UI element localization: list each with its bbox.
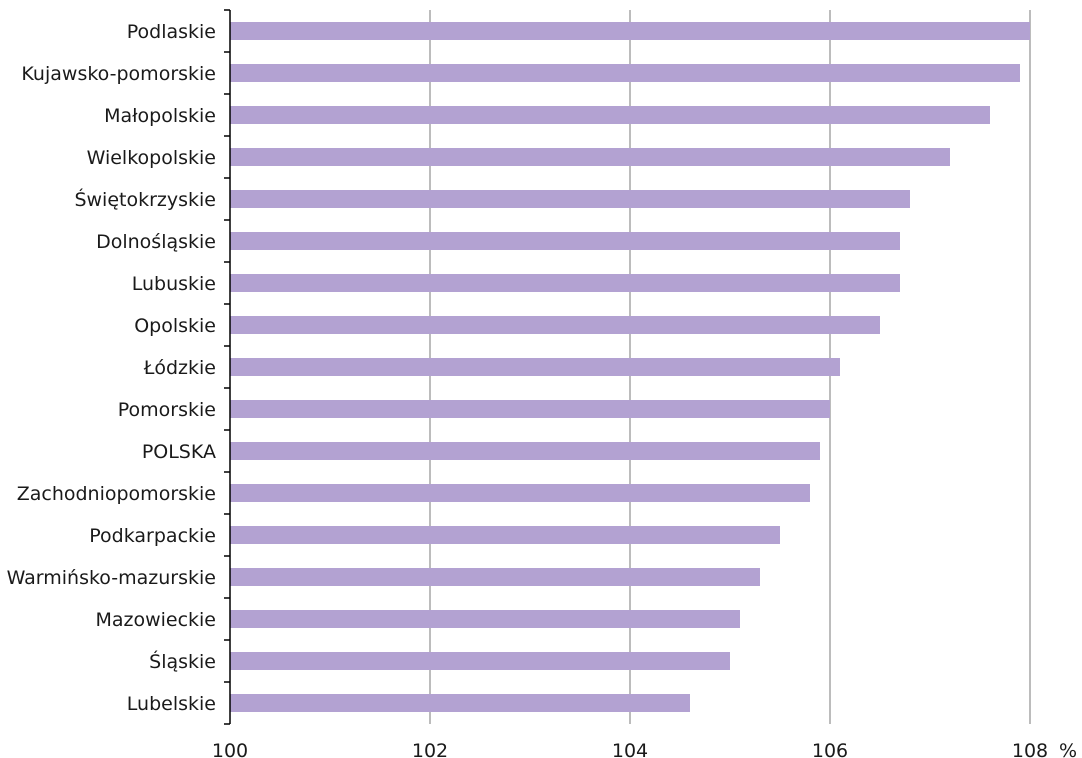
bar: [230, 484, 810, 502]
bar: [230, 148, 950, 166]
bar: [230, 652, 730, 670]
category-label: Kujawsko-pomorskie: [21, 63, 216, 85]
x-tick-label: 106: [812, 740, 848, 758]
category-label: Podlaskie: [127, 21, 216, 43]
x-axis-unit-label: %: [1059, 740, 1077, 758]
x-axis-tick-labels: 100 102 104 106 108: [212, 740, 1048, 758]
category-label: Mazowieckie: [95, 609, 216, 631]
bar: [230, 106, 990, 124]
bar: [230, 610, 740, 628]
category-label: Małopolskie: [104, 105, 216, 127]
category-label: Lubuskie: [132, 273, 216, 295]
bar: [230, 568, 760, 586]
category-labels: Podlaskie Kujawsko-pomorskie Małopolskie Wi…: [7, 21, 216, 715]
x-tick-label: 108: [1012, 740, 1048, 758]
category-label: Świętokrzyskie: [74, 187, 216, 211]
bar: [230, 526, 780, 544]
bar: [230, 22, 1030, 40]
bar: [230, 400, 830, 418]
category-label: Łódzkie: [143, 357, 216, 379]
category-label: Śląskie: [149, 649, 216, 673]
bar: [230, 358, 840, 376]
category-label: Wielkopolskie: [87, 147, 216, 169]
bar: [230, 442, 820, 460]
x-tick-label: 100: [212, 740, 248, 758]
category-label: Pomorskie: [118, 399, 216, 421]
bar: [230, 232, 900, 250]
bars: [230, 22, 1030, 712]
y-axis: [224, 9, 231, 725]
category-label: Dolnośląskie: [96, 231, 216, 253]
bar: [230, 64, 1020, 82]
bar: [230, 316, 880, 334]
bar: [230, 694, 690, 712]
category-label: POLSKA: [142, 441, 216, 463]
bar: [230, 274, 900, 292]
category-label: Warmińsko-mazurskie: [7, 567, 216, 589]
category-label: Opolskie: [134, 315, 216, 337]
x-tick-label: 102: [412, 740, 448, 758]
category-label: Lubelskie: [127, 693, 216, 715]
category-label: Podkarpackie: [89, 525, 216, 547]
x-tick-label: 104: [612, 740, 648, 758]
bar: [230, 190, 910, 208]
category-label: Zachodniopomorskie: [17, 483, 216, 505]
